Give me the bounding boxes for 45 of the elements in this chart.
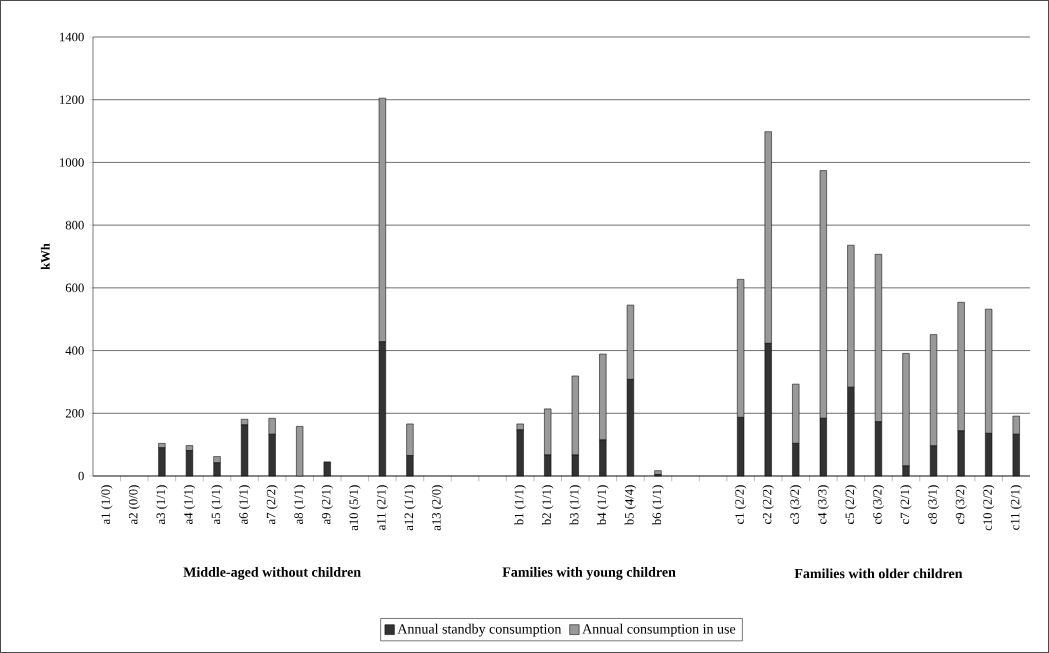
x-tick-label: c5 (2/2) [845,485,857,524]
x-tick-label: b6 (1/1) [652,485,664,526]
text: Families with young children [502,566,676,580]
x-tick-label: b4 (1/1) [597,485,609,526]
x-tick-label: a10 (5/1) [349,485,361,531]
x-tick-label: c10 (2/2) [982,485,995,531]
x-tick-label: c4 (3/3) [817,485,830,524]
x-tick-label: a2 (0/0) [128,485,141,525]
x-tick-label: a3 (1/1) [156,485,168,525]
x-tick-label: a12 (1/1) [404,485,416,531]
x-tick-label: c6 (3/2) [872,485,885,524]
x-tick-label: a13 (2/0) [431,485,444,531]
x-tick-label: a1 (1/0) [101,485,113,525]
x-tick-label: c1 (2/2) [734,485,747,524]
x-tick-label: b3 (1/1) [569,485,582,526]
x-tick-label: a7 (2/2) [266,485,278,525]
legend-label: Annual consumption in use [582,623,736,637]
text: Families with older children [794,568,963,579]
y-tick-label: 0 [78,471,84,481]
text: Middle-aged without children [183,566,361,580]
x-tick-label: a5 (1/1) [211,485,223,525]
y-tick-label: 1000 [60,158,84,167]
y-tick-label: 600 [65,283,84,293]
x-tick-label: a9 (2/1) [321,485,333,525]
y-axis-title: kWh [40,243,50,270]
x-tick-label: c9 (3/2) [955,485,967,524]
y-tick-label: 1400 [60,32,84,42]
x-tick-label: a4 (1/1) [183,485,196,525]
y-tick-label: 200 [65,409,84,418]
x-tick-label: c11 (2/1) [1010,485,1022,530]
x-tick-label: a11 (2/1) [376,485,389,530]
x-tick-label: c3 (3/2) [790,485,802,524]
y-tick-label: 1200 [60,95,84,104]
x-tick-label: c2 (2/2) [762,485,774,524]
x-tick-label: b5 (4/4) [624,485,637,526]
y-tick-label: 800 [65,220,84,230]
x-tick-label: a8 (1/1) [293,485,306,525]
bar [654,470,662,475]
x-tick-label: b2 (1/1) [541,485,554,526]
x-tick-label: a6 (1/1) [238,485,251,525]
x-tick-label: c8 (3/1) [927,485,940,524]
x-tick-label: b1 (1/1) [514,485,526,526]
x-tick-label: c7 (2/1) [900,485,912,524]
legend-label: Annual standby consumption [397,623,562,637]
y-tick-label: 400 [65,346,84,355]
